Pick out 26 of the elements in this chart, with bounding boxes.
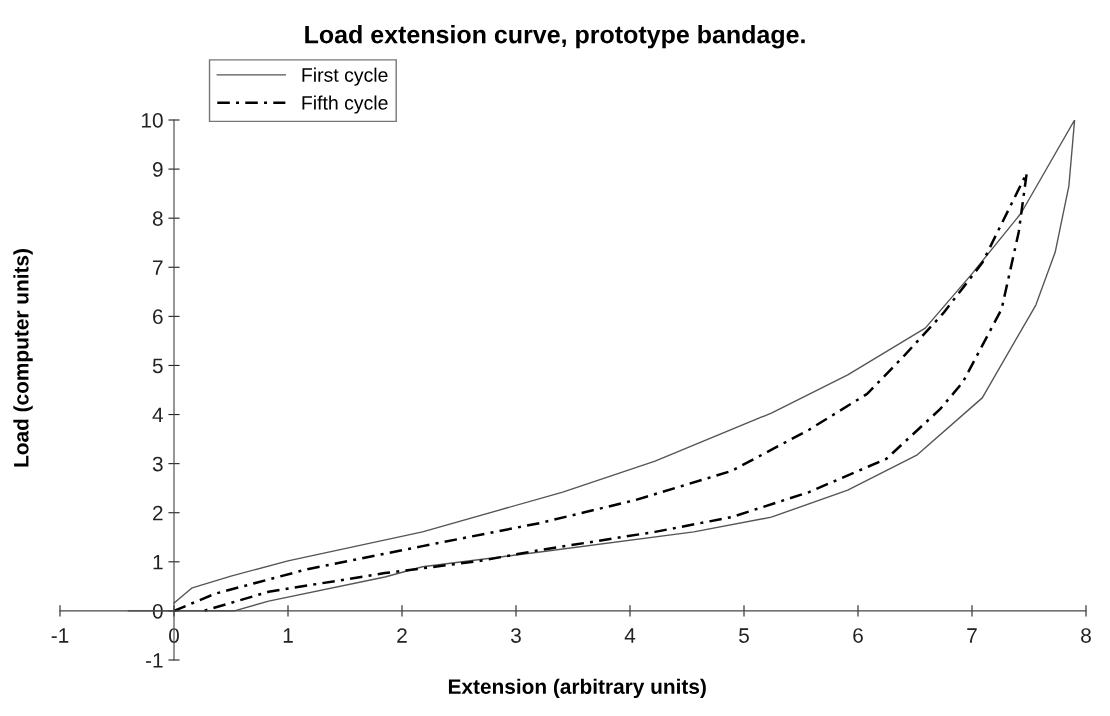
y-tick-label: 3 bbox=[152, 456, 163, 472]
x-tick-label: 5 bbox=[739, 628, 749, 643]
y-tick-label: 8 bbox=[152, 211, 163, 226]
x-tick-label: 1 bbox=[283, 628, 293, 643]
y-tick-label: 5 bbox=[152, 358, 163, 374]
legend-label: First cycle bbox=[302, 67, 388, 86]
x-tick-label: 4 bbox=[624, 628, 636, 643]
y-tick-label: 7 bbox=[153, 260, 163, 275]
y-tick-label: 6 bbox=[153, 309, 163, 325]
x-axis-title: Extension (arbitrary units) bbox=[448, 678, 706, 699]
legend-label: Fifth cycle bbox=[302, 95, 388, 114]
x-tick-label: 6 bbox=[853, 628, 863, 643]
x-tick-label: -1 bbox=[51, 628, 69, 643]
y-tick-label: 4 bbox=[152, 407, 163, 423]
y-tick-label: 2 bbox=[153, 505, 163, 521]
x-tick-label: 0 bbox=[169, 628, 179, 643]
y-tick-label: 1 bbox=[153, 555, 163, 570]
y-tick-label: -1 bbox=[145, 653, 163, 668]
y-axis-title: Load (computer units) bbox=[13, 249, 33, 467]
x-tick-label: 2 bbox=[397, 628, 407, 643]
chart-title: Load extension curve, prototype bandage. bbox=[305, 25, 805, 49]
x-tick-label: 8 bbox=[1081, 628, 1091, 643]
x-tick-label: 7 bbox=[967, 628, 977, 643]
y-tick-label: 9 bbox=[152, 162, 163, 177]
x-tick-label: 3 bbox=[511, 628, 521, 643]
y-tick-label: 10 bbox=[142, 113, 163, 128]
